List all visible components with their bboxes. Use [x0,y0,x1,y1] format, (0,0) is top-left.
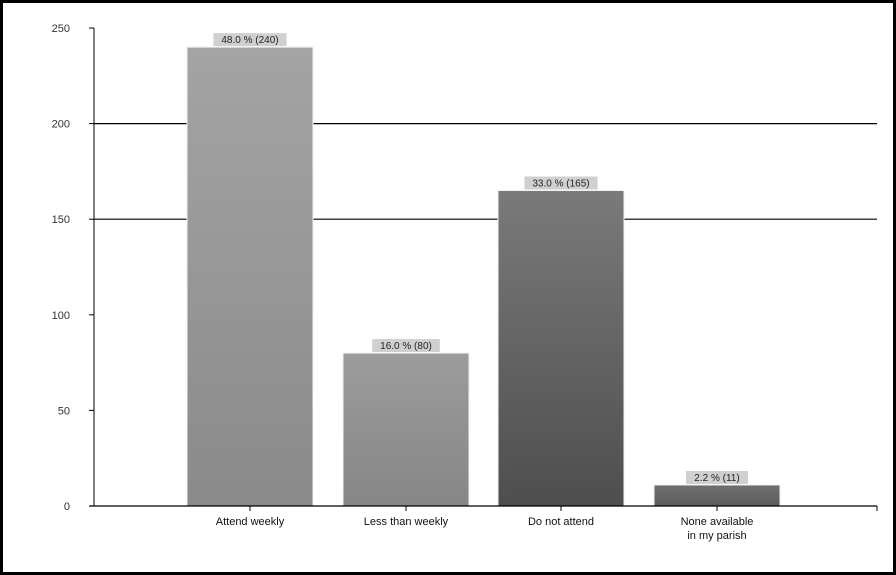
data-label-bg [213,33,287,47]
x-tick-label: Do not attend [528,516,594,528]
bar [653,484,781,507]
y-tick-label: 150 [52,214,70,226]
y-tick-label: 100 [52,310,70,322]
x-tick-label: Attend weekly [216,516,285,528]
data-label-bg [524,176,598,190]
x-tick-label: Less than weekly [364,516,449,528]
data-label: 33.0 % (165) [532,179,589,190]
data-label: 2.2 % (11) [694,473,739,484]
x-tick-label: None available in my parish [681,516,754,542]
bar [497,190,625,507]
data-label: 48.0 % (240) [221,35,278,46]
y-tick-label: 200 [52,119,70,131]
y-tick-label: 50 [58,405,70,417]
bar [342,352,470,507]
bar [186,46,314,507]
y-tick-label: 0 [64,501,70,513]
data-label: 16.0 % (80) [380,341,432,352]
data-label-bg [686,470,748,484]
data-label-bg [372,339,440,353]
y-tick-label: 250 [52,23,70,35]
bar-chart: 0 50 100 150 200 250 48.0 % (240) Attend weekl… [52,23,878,542]
